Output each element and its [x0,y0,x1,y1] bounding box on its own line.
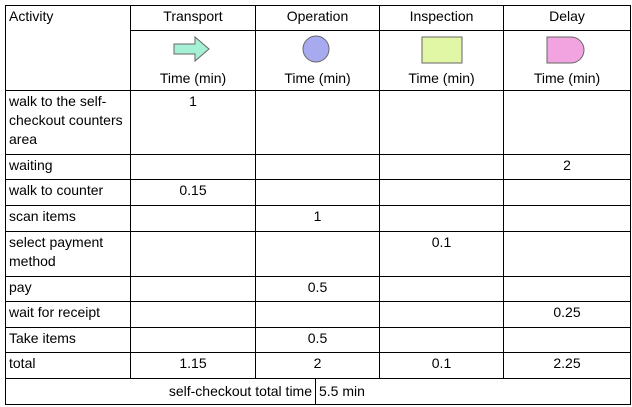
time-cell [503,205,631,232]
time-cell [255,301,380,328]
activity-cell: wait for receipt [5,301,131,328]
data-row: total 1.15 2 0.1 2.25 [5,352,631,379]
column-header: Delay [503,5,631,31]
activity-cell: pay [5,276,131,302]
symbol-icon [421,36,462,64]
time-cell: 0.5 [255,327,380,353]
time-cell: 0.1 [379,352,504,379]
time-cell [130,205,256,232]
unit-label: Time (min) [284,70,351,86]
activity-cell: waiting [5,154,131,180]
time-cell [503,90,631,155]
time-cell [503,231,631,277]
activity-cell: total [5,352,131,379]
icon-row: Time (min) Time (min) Time (min) Time (min) [6,30,631,91]
time-cell [130,301,256,328]
time-cell [379,179,504,206]
data-row: walk to counter 0.15 [5,179,631,206]
time-cell [379,205,504,232]
symbol-icon [302,35,329,63]
time-cell [130,154,256,180]
icon-cell: Time (min) [255,30,380,91]
footer-label: self-checkout total time [5,379,316,405]
data-row: Take items 0.5 [5,327,631,353]
activity-cell: scan items [5,205,131,232]
time-cell: 0.15 [130,179,256,206]
time-cell [130,327,256,353]
header-row: Activity Transport Operation Inspection Dela… [5,5,631,91]
time-cell: 2 [255,352,380,379]
time-cell [379,301,504,328]
time-cell [379,90,504,155]
time-cell: 2.25 [503,352,631,379]
time-cell [503,327,631,353]
time-cell [503,179,631,206]
activity-header: Activity [5,5,131,91]
time-cell: 1.15 [130,352,256,379]
column-header: Inspection [379,5,504,31]
time-cell [130,231,256,277]
activity-cell: Take items [5,327,131,353]
time-cell: 0.25 [503,301,631,328]
data-row: walk to the self-checkout counters area 1 [5,90,631,155]
time-cell [255,154,380,180]
time-cell: 1 [130,90,256,155]
activity-cell: walk to counter [5,179,131,206]
unit-label: Time (min) [533,70,601,86]
time-cell: 1 [255,205,380,232]
footer-table: self-checkout total time 5.5 min [5,379,631,405]
icon-cell: Time (min) [503,30,631,91]
data-row: select payment method 0.1 [5,231,631,277]
icon-cell: Time (min) [379,30,504,91]
icon-cell: Time (min) [130,30,256,91]
column-header: Transport [130,5,256,31]
time-cell: 0.1 [379,231,504,277]
data-row: scan items 1 [5,205,631,232]
data-row: waiting 2 [5,154,631,180]
time-cell [255,179,380,206]
time-cell [255,231,380,277]
time-cell [255,90,380,155]
symbol-icon [173,35,210,63]
data-row: wait for receipt 0.25 [5,301,631,328]
time-cell [379,327,504,353]
time-cell [379,154,504,180]
process-table: Activity Transport Operation Inspection Dela… [5,5,631,405]
time-cell: 0.5 [255,276,380,302]
symbol-icon [546,36,585,64]
unit-label: Time (min) [408,70,475,86]
footer-value: 5.5 min [315,379,631,405]
activity-table: Activity Transport Operation Inspection Dela… [5,5,631,379]
activity-cell: select payment method [5,231,131,277]
unit-label: Time (min) [159,70,227,86]
column-header: Operation [255,5,380,31]
time-cell [503,276,631,302]
activity-cell: walk to the self-checkout counters area [5,90,131,155]
data-row: pay 0.5 [5,276,631,302]
time-cell [130,276,256,302]
time-cell [379,276,504,302]
time-cell: 2 [503,154,631,180]
